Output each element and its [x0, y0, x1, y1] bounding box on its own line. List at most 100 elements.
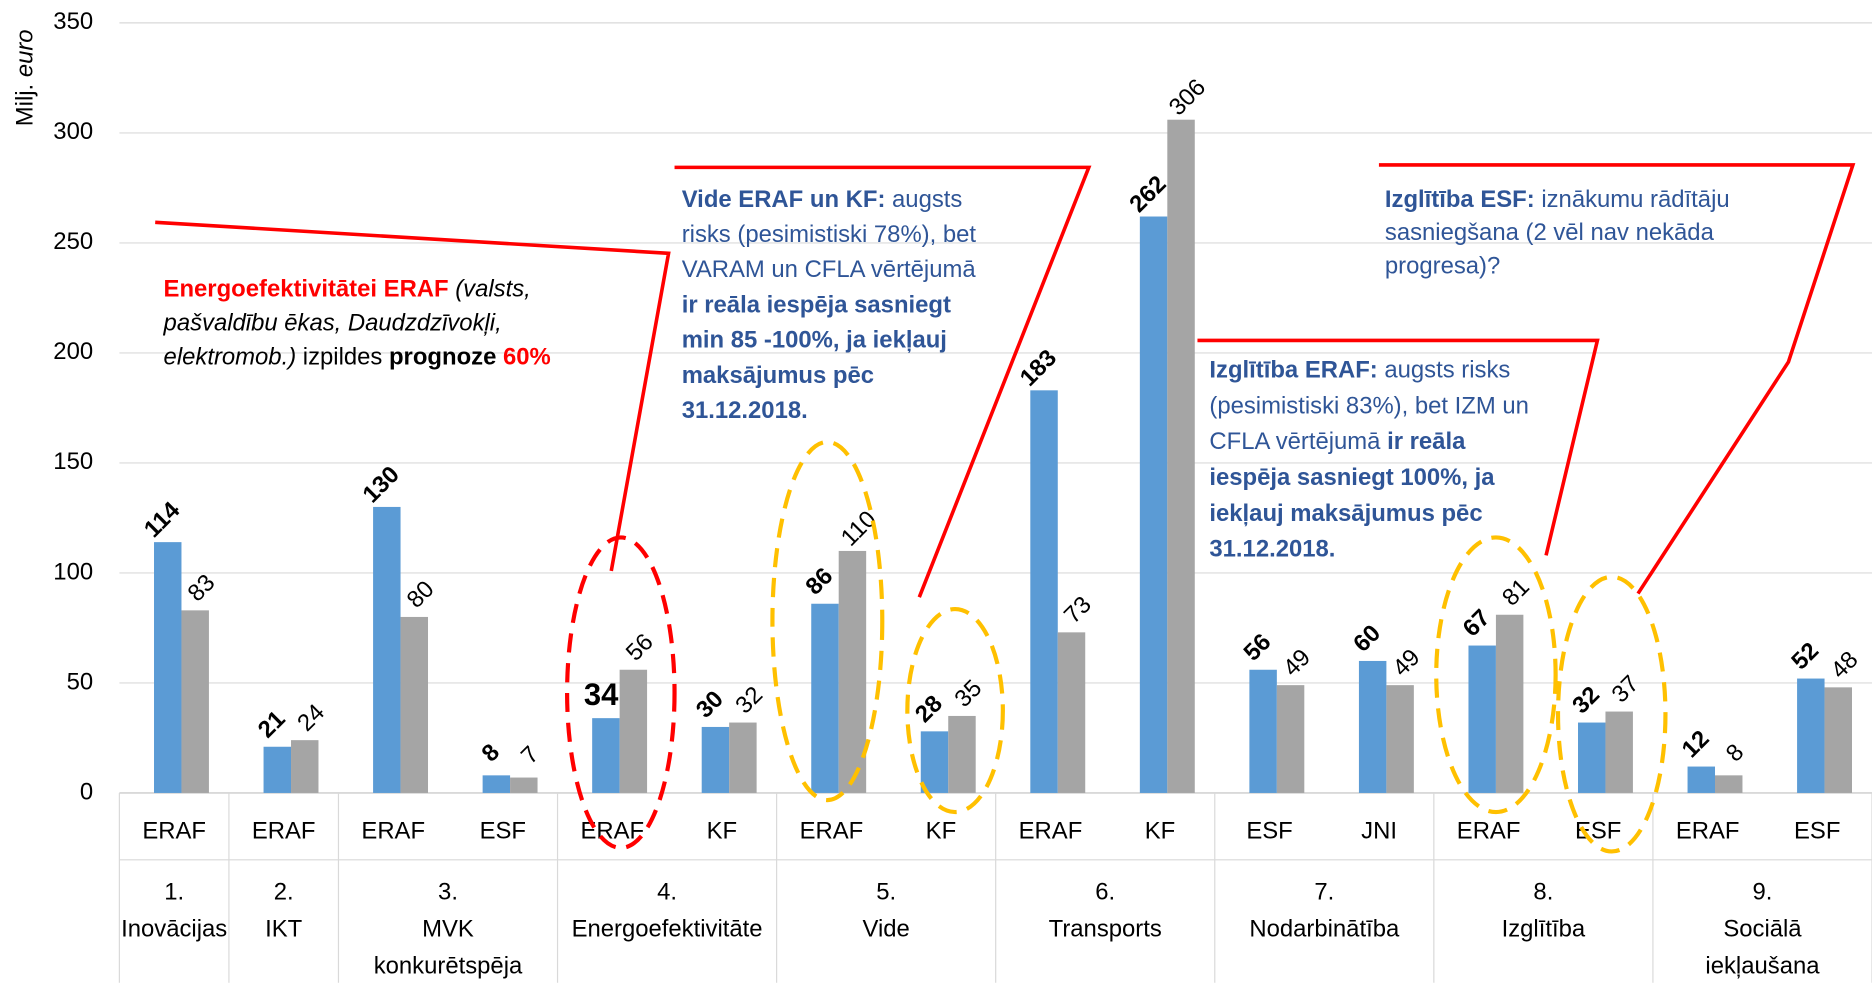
annotation-line: maksājumus pēc [682, 362, 874, 389]
x-tick-label: ESF [1794, 818, 1840, 845]
data-label: 56 [1239, 628, 1277, 666]
data-label: 83 [183, 569, 221, 607]
bar [1687, 766, 1716, 793]
data-label: 28 [910, 690, 948, 728]
x-tick-label: KF [1145, 818, 1176, 845]
bar [263, 746, 292, 793]
annotation-line: (pesimistiski 83%), bet IZM un [1209, 393, 1529, 420]
annotation-text: (pesimistiski 83%), bet IZM un [1209, 393, 1529, 420]
bar [510, 777, 538, 793]
annotation-line: 31.12.2018. [1209, 536, 1335, 563]
data-label: 49 [1278, 644, 1316, 682]
data-label: 8 [1721, 739, 1749, 767]
data-label: 30 [691, 686, 729, 724]
bar [619, 669, 648, 793]
bar [1715, 775, 1743, 793]
y-axis-label-part: euro [12, 29, 39, 77]
data-label: 7 [516, 741, 544, 769]
annotation-text: ir reāla [1387, 428, 1466, 455]
y-tick-label: 0 [80, 778, 93, 805]
data-label: 67 [1458, 604, 1496, 642]
group-label: 4. [657, 879, 677, 906]
annotation-text: (valsts, [449, 276, 531, 303]
annotation-text: risks (pesimistiski 78%), bet [682, 221, 977, 248]
y-tick-label: 150 [53, 448, 93, 475]
annotation-line: Vide ERAF un KF: augsts [682, 186, 963, 213]
x-tick-label: ERAF [1019, 818, 1083, 845]
data-label: 81 [1497, 573, 1535, 611]
bar [1824, 687, 1853, 793]
bar [1167, 119, 1195, 793]
y-tick-label: 250 [53, 228, 93, 255]
bar [1276, 685, 1305, 793]
data-label: 8 [476, 739, 504, 767]
annotation-text: min 85 -100%, ja iekļauj [682, 327, 947, 354]
bar [811, 603, 839, 793]
annotation-text: prognoze [389, 344, 503, 371]
group-label: 7. [1314, 879, 1334, 906]
data-label: 48 [1826, 646, 1864, 684]
data-label: 21 [253, 705, 291, 743]
annotation-text: progresa)? [1385, 253, 1500, 280]
group-label: 5. [876, 879, 896, 906]
annotation-line: Energoefektivitātei ERAF (valsts, [164, 276, 531, 303]
callouts [155, 163, 1856, 598]
data-label: 130 [358, 461, 405, 508]
data-label: 73 [1059, 591, 1097, 629]
data-label: 262 [1124, 171, 1171, 218]
bar [592, 718, 620, 793]
callout-line [674, 165, 1092, 598]
annotation-text: iekļauj maksājumus pēc [1209, 500, 1482, 527]
highlight-ellipse [770, 439, 885, 803]
bar [1468, 645, 1496, 793]
annotation-line: Izglītība ESF: iznākumu rādītāju [1385, 186, 1730, 213]
data-label: 34 [584, 677, 619, 712]
annotation-text: 60% [503, 344, 551, 371]
annotation-line: 31.12.2018. [682, 397, 808, 424]
y-tick-label: 300 [53, 118, 93, 145]
data-label: 35 [949, 675, 987, 713]
annotation-line: progresa)? [1385, 253, 1500, 280]
annotation-line: iekļauj maksājumus pēc [1209, 500, 1482, 527]
bar [1030, 390, 1058, 793]
bar [920, 731, 949, 793]
bar [1139, 216, 1168, 793]
bar [1605, 711, 1633, 793]
group-label: 2. [274, 879, 294, 906]
data-label: 114 [139, 496, 186, 543]
highlight-ellipse [1434, 535, 1558, 815]
data-label: 32 [730, 681, 768, 719]
group-label: Energoefektivitāte [572, 916, 763, 943]
data-label: 52 [1786, 637, 1824, 675]
group-label: 1. [164, 879, 184, 906]
bar [154, 542, 182, 793]
data-label: 37 [1607, 670, 1645, 708]
annotation-line: min 85 -100%, ja iekļauj [682, 327, 947, 354]
annotation-line: ir reāla iespēja sasniegt [682, 292, 951, 319]
annotation-text: augsts risks [1378, 357, 1511, 384]
bar [729, 722, 757, 793]
callout-line [1378, 163, 1856, 595]
x-tick-label: KF [926, 818, 957, 845]
annotation-text: 31.12.2018. [1209, 536, 1335, 563]
y-axis-label-part: Milj. [12, 77, 39, 126]
group-label: 9. [1753, 879, 1773, 906]
group-label: Vide [862, 916, 909, 943]
x-tick-label: ERAF [361, 818, 425, 845]
group-label: Transports [1049, 916, 1162, 943]
group-label: Nodarbinātība [1249, 916, 1400, 943]
annotation-text: izpildes [296, 344, 389, 371]
callout-line [1197, 338, 1600, 556]
bar [1358, 660, 1387, 793]
bar [1495, 614, 1524, 793]
annotation-text: Energoefektivitātei ERAF [164, 276, 449, 303]
y-tick-label: 50 [67, 668, 94, 695]
x-tick-label: JNI [1361, 818, 1397, 845]
annotation-line: sasniegšana (2 vēl nav nekāda [1385, 220, 1715, 247]
highlight-ellipse [1555, 574, 1668, 854]
data-label: 32 [1567, 681, 1605, 719]
annotation-text: sasniegšana (2 vēl nav nekāda [1385, 220, 1715, 247]
annotation-line: CFLA vērtējumā ir reāla [1209, 428, 1466, 455]
highlight-ellipse [565, 535, 677, 850]
